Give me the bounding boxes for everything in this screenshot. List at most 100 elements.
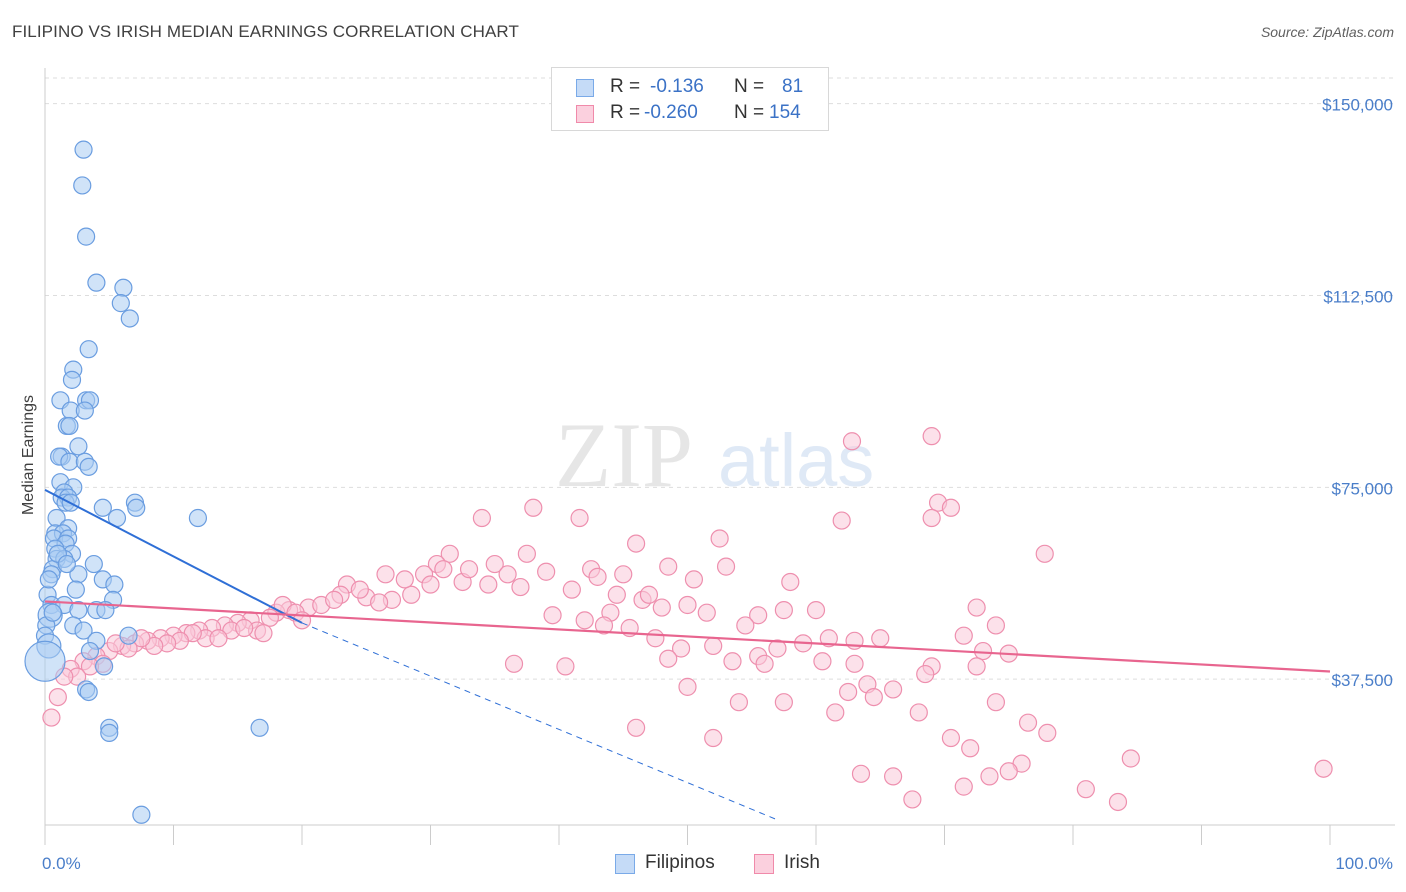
irish-point [781, 572, 800, 592]
irish-legend-label: Irish [784, 852, 820, 873]
irish-point [755, 654, 774, 673]
irish-point [883, 767, 903, 786]
irish-point [48, 687, 67, 707]
filipinos-point [66, 580, 85, 599]
filipinos-point [60, 452, 79, 471]
irish-point [973, 641, 993, 661]
n-label: N = [734, 102, 765, 123]
irish-point [819, 629, 838, 648]
irish-point [916, 664, 935, 684]
irish-point [543, 606, 562, 625]
irish-point [710, 529, 729, 548]
irish-point [1076, 780, 1095, 799]
n-label: N = [734, 76, 765, 97]
y-tick-label: $150,000 [1322, 96, 1393, 115]
irish-point [839, 682, 858, 702]
irish-point [832, 511, 851, 530]
irish-point [370, 593, 389, 612]
irish-point [697, 603, 716, 622]
irish-legend-swatch [754, 854, 774, 874]
irish-point [588, 567, 607, 586]
irish-point [485, 554, 504, 574]
irish-point [537, 562, 556, 581]
irish-point [1018, 713, 1038, 732]
n-value-irish: 154 [769, 102, 801, 123]
irish-point [395, 570, 414, 589]
irish-point [903, 790, 922, 809]
irish-point [434, 560, 453, 579]
filipinos-point [43, 603, 62, 622]
irish-point [524, 498, 543, 517]
irish-point [556, 657, 575, 676]
irish-point [845, 654, 864, 673]
irish-point [941, 728, 961, 748]
filipinos-point [111, 294, 130, 313]
irish-point [376, 565, 395, 584]
irish-point [986, 693, 1006, 712]
irish-point [504, 654, 524, 673]
axes [44, 68, 1395, 845]
irish-point [678, 677, 697, 696]
irish-point [1121, 749, 1140, 768]
filipinos-point [119, 626, 138, 645]
irish-point [922, 508, 941, 528]
irish-point [626, 718, 646, 737]
filipinos-point [100, 723, 119, 743]
irish-point [646, 629, 665, 648]
irish-point [961, 739, 980, 758]
irish-point [806, 601, 826, 620]
irish-point [954, 626, 973, 645]
filipinos-point [95, 657, 114, 676]
n-value-filipinos: 81 [782, 76, 804, 97]
irish-point [652, 598, 671, 617]
irish-point [325, 590, 344, 609]
irish-point [1314, 759, 1333, 778]
irish-point [42, 708, 61, 727]
y-tick-label: $37,500 [1332, 671, 1393, 690]
gridlines [45, 77, 1395, 680]
filipinos-point [73, 176, 92, 195]
filipinos-point [120, 309, 139, 328]
irish-trend-line [44, 600, 1331, 673]
y-tick-labels: $37,500 $75,000 $112,500 $150,000 [1322, 96, 1393, 691]
filipinos-point [77, 227, 96, 246]
irish-point [459, 560, 479, 579]
filipinos-point [87, 273, 106, 292]
irish-point [922, 427, 941, 446]
filipinos-point [127, 498, 146, 517]
r-label: R = [610, 76, 641, 97]
filipinos-point [79, 682, 98, 702]
x-tick-label: 0.0% [42, 854, 81, 873]
irish-point [498, 565, 517, 584]
legend-item-irish[interactable]: Irish [754, 852, 844, 876]
legend-item-filipinos[interactable]: Filipinos [615, 852, 735, 876]
trend-lines [44, 488, 1331, 821]
filipinos-legend-swatch [615, 854, 635, 874]
filipinos-point [114, 278, 133, 297]
irish-point [511, 577, 530, 597]
r-value-filipinos: -0.136 [650, 76, 704, 97]
irish-point [954, 777, 973, 796]
irish-point [659, 649, 678, 668]
x-tick-labels: 0.0% 100.0% [42, 854, 1393, 873]
chart-title: FILIPINO VS IRISH MEDIAN EARNINGS CORREL… [12, 22, 519, 41]
irish-point [235, 618, 254, 638]
irish-point [883, 680, 903, 699]
r-value-irish: -0.260 [644, 102, 698, 123]
irish-point [1035, 544, 1054, 563]
irish-point [1038, 723, 1057, 743]
filipinos-point [74, 621, 93, 640]
r-label: R = [610, 102, 641, 123]
x-tick-label: 100.0% [1335, 854, 1393, 873]
irish-point [704, 636, 723, 656]
irish-point [562, 580, 581, 599]
irish-point [659, 557, 678, 576]
filipinos-point [57, 554, 76, 574]
filipinos-legend-label: Filipinos [645, 852, 715, 873]
irish-point [350, 580, 369, 599]
irish-point [774, 693, 793, 712]
filipinos-point [93, 498, 112, 517]
source-label: Source: ZipAtlas.com [1260, 24, 1394, 40]
irish-point [967, 598, 986, 617]
filipinos-point [80, 641, 100, 661]
